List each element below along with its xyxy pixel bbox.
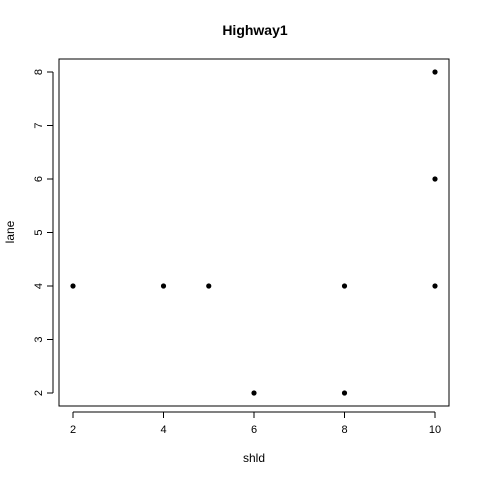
y-tick-label: 3 [33,336,45,342]
data-point [206,283,212,289]
y-tick-label: 2 [33,390,45,396]
data-point [432,69,438,75]
x-tick-label: 8 [341,424,347,436]
x-tick-label: 10 [429,424,441,436]
y-axis: 2 3 4 5 6 7 8 [33,69,54,396]
plot-area-border [58,58,450,407]
data-point [341,283,348,289]
y-tick-label: 5 [33,229,45,235]
y-tick-label: 7 [33,122,45,128]
y-axis-label: lane [3,220,17,243]
x-axis-label: shld [243,451,265,465]
data-point [251,390,257,396]
data-point [432,283,438,289]
data-point [341,390,348,396]
x-tick-label: 2 [70,424,76,436]
y-tick-label: 4 [33,283,45,289]
data-point [70,283,76,289]
y-tick-label: 6 [33,176,45,182]
chart-title: Highway1 [222,22,288,38]
x-tick-label: 4 [160,424,166,436]
x-axis: 2 4 6 8 10 [70,411,441,436]
data-point [432,176,438,182]
x-tick-label: 6 [251,424,257,436]
data-points [70,69,438,396]
data-point [160,283,167,289]
y-tick-label: 8 [33,69,45,75]
